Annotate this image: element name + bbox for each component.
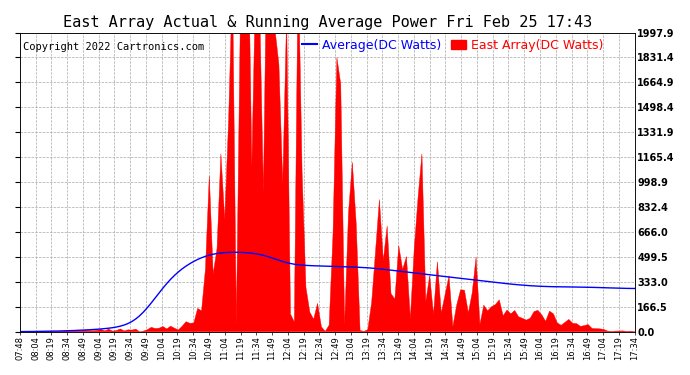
Title: East Array Actual & Running Average Power Fri Feb 25 17:43: East Array Actual & Running Average Powe…: [63, 15, 592, 30]
Text: Copyright 2022 Cartronics.com: Copyright 2022 Cartronics.com: [23, 42, 204, 51]
Legend: Average(DC Watts), East Array(DC Watts): Average(DC Watts), East Array(DC Watts): [302, 39, 604, 52]
